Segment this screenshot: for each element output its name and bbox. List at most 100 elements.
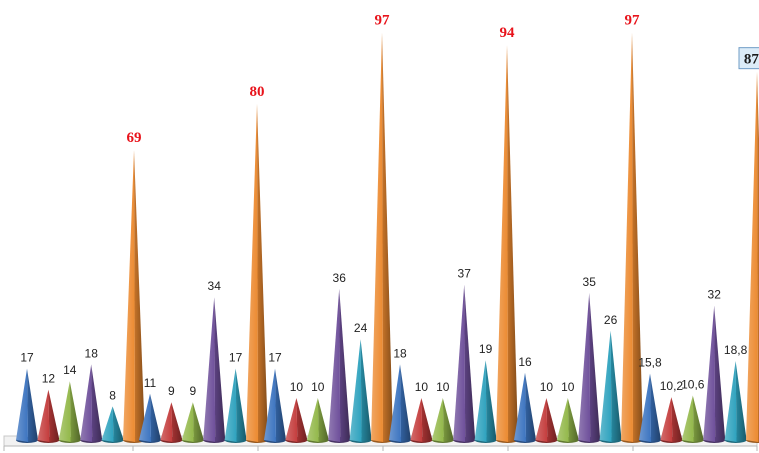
cone-face-left	[101, 406, 114, 442]
cone-face-right	[214, 297, 226, 442]
cone-face-left	[224, 368, 237, 442]
cone-face-left	[123, 150, 135, 442]
data-label: 37	[458, 267, 472, 281]
data-label: 9	[189, 384, 196, 398]
cone-bar	[181, 402, 204, 443]
data-labels: 17 12 14 18 8 69 11 9 9 34 17 80 17 10 10 36 24 97 18 10 10 3…	[20, 13, 759, 402]
cone-bar	[160, 402, 183, 443]
data-label: 10,2	[660, 379, 684, 393]
cone-bar	[246, 104, 268, 443]
cone-bar	[681, 395, 704, 443]
cone-face-left	[496, 45, 508, 442]
cone-bar	[599, 330, 622, 443]
cone-face-right	[421, 398, 433, 442]
cone-face-right	[442, 398, 454, 442]
cone-bar	[660, 397, 683, 443]
data-label: 11	[144, 376, 157, 390]
data-label: 35	[583, 275, 597, 289]
cone-face-right	[589, 293, 601, 442]
cone-face-right	[650, 373, 661, 442]
cone-bar	[578, 293, 601, 443]
data-label: 10	[540, 380, 554, 394]
cone-face-right	[464, 284, 476, 442]
cone-face-left	[328, 288, 341, 442]
data-label: 18	[85, 346, 99, 360]
cone-bar	[285, 398, 308, 443]
cone-face-left	[389, 364, 401, 442]
cone-face-right	[112, 406, 124, 442]
cone-face-left	[599, 330, 612, 442]
cone-face-left	[285, 398, 298, 442]
cone-face-left	[264, 368, 276, 442]
data-label: 14	[63, 363, 77, 377]
cone-face-left	[681, 395, 694, 442]
cone-bar	[703, 305, 726, 443]
cone-face-left	[453, 284, 466, 442]
cone-bar	[746, 71, 759, 443]
cone-bar	[621, 32, 643, 443]
cone-face-left	[514, 372, 526, 442]
cone-face-right	[546, 398, 558, 442]
cone-bar	[453, 284, 476, 443]
data-label: 32	[708, 288, 722, 302]
data-label: 69	[127, 130, 142, 146]
cone-bar	[431, 398, 454, 443]
cone-face-left	[660, 397, 673, 442]
cone-face-left	[639, 373, 651, 442]
cone-bar	[724, 361, 747, 443]
data-label: 97	[375, 13, 391, 29]
cone-face-left	[203, 297, 216, 442]
cone-bar	[556, 398, 579, 443]
cone-face-right	[235, 368, 247, 442]
data-label: 26	[604, 313, 618, 327]
cone-face-right	[134, 150, 145, 442]
cone-bar	[496, 45, 518, 443]
data-label: 10	[415, 380, 429, 394]
data-label: 10	[436, 380, 450, 394]
cone-bar	[224, 368, 247, 443]
cone-bar	[535, 398, 558, 443]
cone-face-left	[703, 305, 716, 442]
data-label: 97	[625, 13, 641, 29]
data-label: 17	[229, 351, 243, 365]
cone-face-right	[317, 398, 329, 442]
data-label: 87,7	[744, 52, 759, 68]
cone-face-left	[80, 364, 93, 442]
cone-bar	[80, 364, 103, 443]
cone-bar	[123, 150, 145, 443]
cone-bar	[371, 32, 393, 443]
data-label: 9	[168, 384, 175, 398]
cone-face-right	[48, 389, 60, 442]
data-label: 8	[109, 388, 116, 402]
cone-face-right	[610, 330, 622, 442]
cone-face-left	[431, 398, 444, 442]
cone-bar	[514, 372, 536, 443]
cone-face-right	[525, 372, 536, 442]
cone-face-right	[339, 288, 351, 442]
cone-face-right	[257, 104, 268, 442]
cone-face-right	[192, 402, 204, 442]
cone-face-right	[27, 368, 38, 442]
cone-face-left	[535, 398, 548, 442]
cone-face-left	[160, 402, 173, 442]
cone-face-right	[91, 364, 103, 442]
cone-face-right	[714, 305, 726, 442]
cone-bar	[101, 406, 124, 443]
cone-bar	[410, 398, 433, 443]
cone-face-left	[246, 104, 258, 442]
data-label: 12	[42, 372, 56, 386]
cone-bar	[349, 339, 372, 443]
cone-face-left	[306, 398, 319, 442]
cone-bar	[264, 368, 286, 443]
cone-bar	[474, 360, 497, 443]
cone-face-right	[671, 397, 683, 442]
cone-face-left	[474, 360, 487, 442]
cone-face-right	[400, 364, 411, 442]
cone-face-right	[382, 32, 393, 442]
cone-bar	[328, 288, 351, 443]
data-label: 36	[333, 271, 347, 285]
cone-face-right	[296, 398, 308, 442]
cone-face-right	[275, 368, 286, 442]
cone-bar	[389, 364, 411, 443]
data-label: 10	[311, 380, 325, 394]
